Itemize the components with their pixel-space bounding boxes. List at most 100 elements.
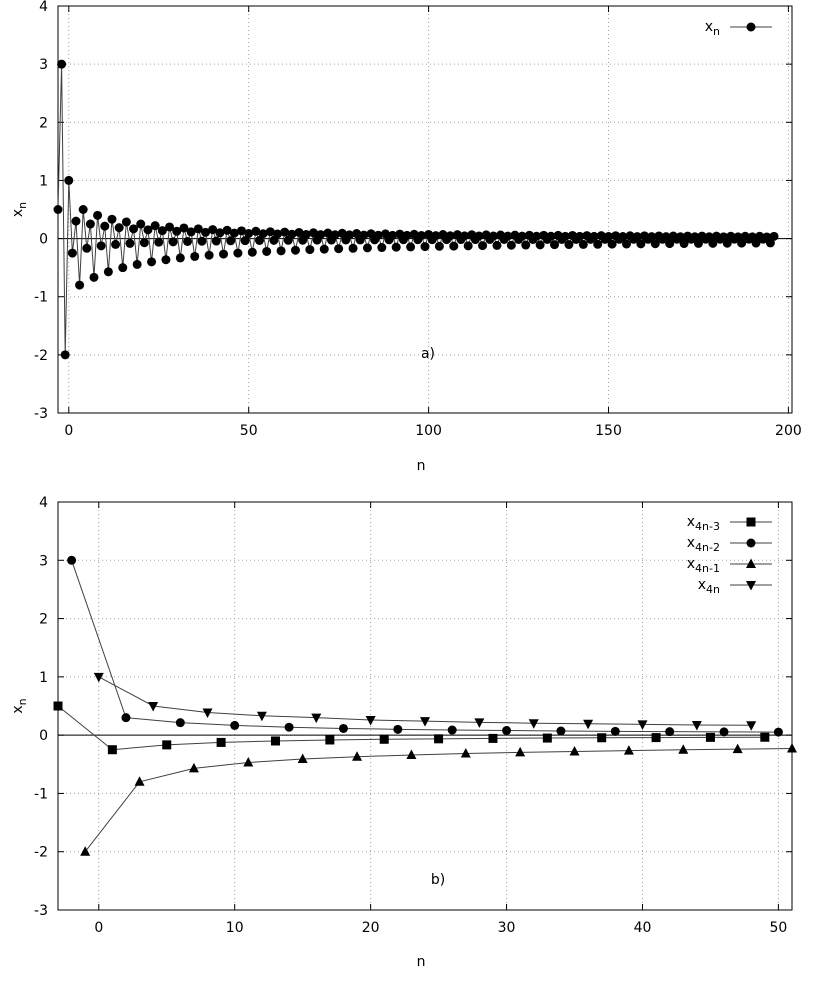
- data-point: [254, 235, 264, 245]
- x-tick-label: 100: [415, 423, 442, 439]
- series-line-0: [57, 64, 775, 355]
- legend-marker: [746, 558, 756, 568]
- data-point: [575, 231, 585, 241]
- legend-label-sub: 4n-1: [695, 562, 720, 575]
- data-point: [301, 229, 311, 239]
- data-point: [53, 205, 63, 214]
- data-point: [64, 175, 74, 185]
- data-point: [521, 240, 531, 250]
- data-point: [132, 259, 142, 269]
- data-point: [243, 757, 254, 767]
- data-point: [604, 231, 613, 241]
- x-tick-label: 20: [362, 920, 380, 936]
- legend-label-sub: 4n-3: [695, 520, 720, 533]
- data-point: [488, 231, 498, 241]
- data-point: [765, 238, 775, 248]
- y-tick-label: -3: [34, 406, 48, 422]
- data-point: [211, 236, 221, 246]
- x-tick-label: 40: [634, 920, 652, 936]
- data-point: [262, 246, 272, 256]
- data-point: [265, 227, 275, 237]
- data-point: [233, 248, 243, 258]
- data-point: [230, 720, 240, 730]
- series-line-1: [71, 560, 779, 733]
- legend-label-sub: 4n: [706, 583, 720, 596]
- legend-label-sub: n: [713, 25, 720, 38]
- data-point: [89, 272, 99, 282]
- data-point: [391, 242, 401, 252]
- data-point: [337, 228, 347, 238]
- legend-label: x4n: [698, 577, 720, 596]
- data-point: [420, 242, 430, 252]
- data-point: [420, 717, 430, 727]
- data-point: [607, 239, 617, 249]
- x-axis-label: n: [417, 954, 426, 970]
- data-point: [330, 230, 340, 240]
- data-point: [535, 240, 545, 250]
- y-tick-label: 4: [39, 0, 48, 15]
- data-point: [284, 722, 294, 732]
- data-point: [154, 237, 164, 247]
- data-point: [693, 238, 703, 248]
- data-point: [183, 236, 193, 246]
- legend-label-main: x: [687, 556, 695, 572]
- data-point: [675, 232, 685, 242]
- data-point: [732, 743, 743, 754]
- data-point: [665, 727, 675, 737]
- data-point: [787, 743, 797, 753]
- data-point: [560, 231, 570, 241]
- data-point: [447, 725, 457, 735]
- data-point: [769, 231, 779, 241]
- legend-marker: [746, 581, 756, 591]
- y-axis-label-main: x: [10, 705, 26, 713]
- legend-marker: [746, 22, 756, 32]
- data-point: [449, 241, 459, 251]
- data-point: [377, 243, 387, 253]
- y-tick-label: 1: [39, 173, 48, 189]
- data-point: [325, 735, 335, 745]
- y-axis-label-group: xn: [10, 202, 29, 217]
- data-point: [434, 734, 444, 744]
- legend-label-main: x: [687, 535, 695, 551]
- legend-label: x4n-3: [687, 514, 720, 533]
- data-point: [597, 733, 607, 743]
- data-point: [67, 248, 77, 258]
- y-tick-label: 3: [39, 553, 48, 569]
- data-point: [143, 225, 153, 235]
- data-point: [93, 210, 103, 220]
- data-point: [365, 715, 376, 726]
- data-point: [111, 239, 121, 249]
- y-tick-label: 0: [39, 728, 48, 744]
- data-point: [319, 244, 329, 254]
- data-point: [362, 243, 372, 253]
- data-point: [393, 724, 403, 734]
- data-point: [297, 753, 308, 764]
- data-point: [316, 230, 326, 240]
- data-point: [406, 749, 417, 759]
- data-point: [737, 238, 747, 248]
- data-point: [204, 250, 214, 260]
- data-point: [139, 238, 149, 248]
- data-point: [542, 733, 552, 743]
- y-tick-label: -1: [34, 290, 48, 306]
- data-point: [474, 718, 485, 728]
- data-point: [506, 240, 516, 250]
- data-point: [665, 239, 675, 249]
- data-point: [129, 224, 139, 234]
- y-tick-label: 2: [39, 612, 48, 628]
- data-point: [161, 255, 171, 265]
- data-point: [190, 251, 200, 261]
- data-point: [78, 205, 88, 214]
- panel-label: a): [421, 346, 435, 362]
- data-point: [517, 231, 527, 241]
- data-point: [618, 232, 628, 242]
- data-point: [502, 726, 512, 736]
- data-point: [287, 229, 297, 239]
- data-point: [379, 734, 389, 744]
- data-point: [690, 232, 700, 242]
- data-point: [636, 239, 646, 249]
- y-tick-label: 4: [39, 495, 48, 511]
- data-point: [175, 718, 185, 728]
